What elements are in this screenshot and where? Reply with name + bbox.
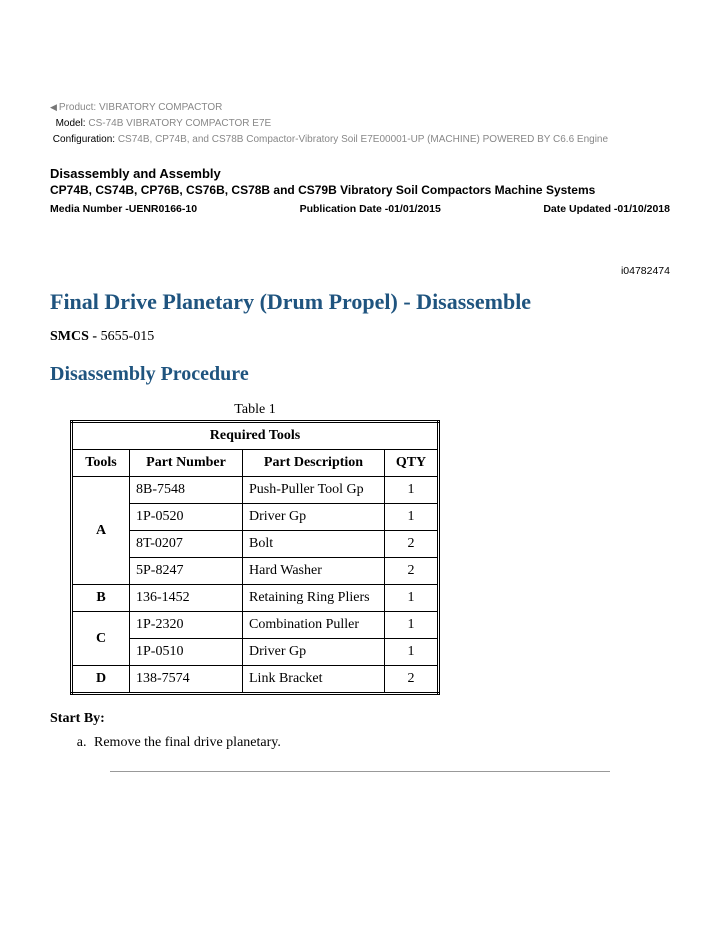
qty-cell: 1 xyxy=(385,612,439,639)
part-number-cell: 136-1452 xyxy=(130,585,243,612)
section-subtitle: CP74B, CS74B, CP76B, CS76B, CS78B and CS… xyxy=(50,183,670,197)
start-by-label: Start By: xyxy=(50,711,670,727)
product-block: ◀Product: VIBRATORY COMPACTOR Model: CS-… xyxy=(50,100,670,148)
qty-cell: 2 xyxy=(385,558,439,585)
document-id: i04782474 xyxy=(50,265,670,277)
part-number-cell: 8T-0207 xyxy=(130,531,243,558)
col-qty: QTY xyxy=(385,450,439,477)
procedure-heading: Disassembly Procedure xyxy=(50,363,670,386)
product-label: Product: xyxy=(59,102,96,113)
table-row: B136-1452Retaining Ring Pliers1 xyxy=(72,585,439,612)
date-updated: Date Updated -01/10/2018 xyxy=(543,203,670,215)
part-number-cell: 1P-0510 xyxy=(130,639,243,666)
start-by-list: Remove the final drive planetary. xyxy=(90,735,670,751)
smcs-label: SMCS - xyxy=(50,329,97,344)
tools-table: Required Tools Tools Part Number Part De… xyxy=(70,420,440,695)
part-desc-cell: Bolt xyxy=(243,531,385,558)
model-label: Model: xyxy=(56,118,86,129)
smcs-value: 5655-015 xyxy=(101,329,155,344)
part-number-cell: 1P-2320 xyxy=(130,612,243,639)
media-number: Media Number -UENR0166-10 xyxy=(50,203,197,215)
table-caption: Table 1 xyxy=(70,402,440,418)
smcs-line: SMCS - 5655-015 xyxy=(50,329,670,345)
col-tools: Tools xyxy=(72,450,130,477)
divider xyxy=(110,771,610,772)
part-number-cell: 8B-7548 xyxy=(130,477,243,504)
model-value: CS-74B VIBRATORY COMPACTOR E7E xyxy=(88,118,271,129)
tool-cell: D xyxy=(72,666,130,694)
table-row: D138-7574Link Bracket2 xyxy=(72,666,439,694)
part-desc-cell: Combination Puller xyxy=(243,612,385,639)
back-icon: ◀ xyxy=(50,102,57,112)
qty-cell: 2 xyxy=(385,666,439,694)
qty-cell: 2 xyxy=(385,531,439,558)
part-desc-cell: Driver Gp xyxy=(243,504,385,531)
qty-cell: 1 xyxy=(385,504,439,531)
qty-cell: 1 xyxy=(385,639,439,666)
table-title: Required Tools xyxy=(72,422,439,450)
col-part-number: Part Number xyxy=(130,450,243,477)
qty-cell: 1 xyxy=(385,477,439,504)
config-value: CS74B, CP74B, and CS78B Compactor-Vibrat… xyxy=(118,134,608,145)
table-row: C1P-2320Combination Puller1 xyxy=(72,612,439,639)
meta-row: Media Number -UENR0166-10 Publication Da… xyxy=(50,203,670,215)
part-desc-cell: Push-Puller Tool Gp xyxy=(243,477,385,504)
list-item: Remove the final drive planetary. xyxy=(90,735,670,751)
tool-cell: B xyxy=(72,585,130,612)
config-label: Configuration: xyxy=(53,134,115,145)
tool-cell: C xyxy=(72,612,130,666)
publication-date: Publication Date -01/01/2015 xyxy=(300,203,441,215)
col-part-desc: Part Description xyxy=(243,450,385,477)
part-number-cell: 5P-8247 xyxy=(130,558,243,585)
part-desc-cell: Link Bracket xyxy=(243,666,385,694)
table-row: A8B-7548Push-Puller Tool Gp1 xyxy=(72,477,439,504)
tool-cell: A xyxy=(72,477,130,585)
part-number-cell: 1P-0520 xyxy=(130,504,243,531)
product-value: VIBRATORY COMPACTOR xyxy=(99,102,222,113)
qty-cell: 1 xyxy=(385,585,439,612)
part-desc-cell: Retaining Ring Pliers xyxy=(243,585,385,612)
part-desc-cell: Hard Washer xyxy=(243,558,385,585)
section-title: Disassembly and Assembly xyxy=(50,166,670,181)
part-desc-cell: Driver Gp xyxy=(243,639,385,666)
tools-table-wrap: Table 1 Required Tools Tools Part Number… xyxy=(70,402,440,695)
page-title: Final Drive Planetary (Drum Propel) - Di… xyxy=(50,289,670,315)
part-number-cell: 138-7574 xyxy=(130,666,243,694)
